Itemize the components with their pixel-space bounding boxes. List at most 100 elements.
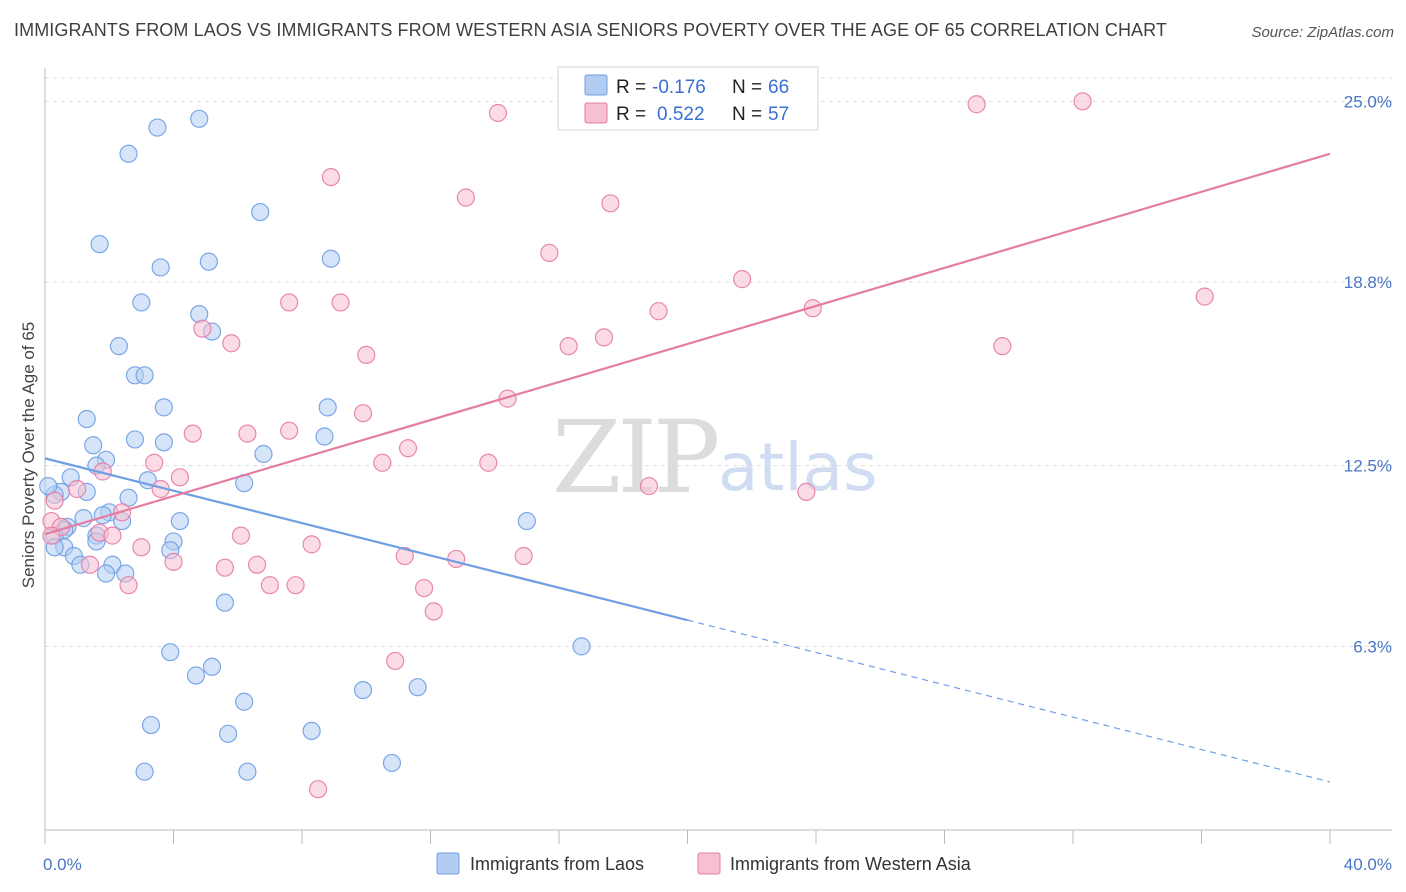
data-point bbox=[353, 404, 373, 423]
data-point bbox=[68, 479, 87, 499]
data-point bbox=[408, 678, 427, 697]
data-point bbox=[154, 433, 173, 452]
data-point bbox=[315, 427, 334, 446]
y-tick-label: 18.8% bbox=[1344, 273, 1392, 292]
data-point bbox=[967, 95, 986, 114]
data-point bbox=[260, 576, 279, 595]
data-point bbox=[135, 762, 154, 781]
data-point bbox=[215, 558, 234, 577]
data-point bbox=[84, 436, 103, 455]
legend-r-label-laos: R = bbox=[616, 77, 646, 98]
data-point bbox=[80, 555, 100, 574]
data-point bbox=[132, 538, 151, 557]
grid-lines bbox=[45, 77, 1392, 647]
data-point bbox=[247, 555, 267, 574]
x-tick-label: 0.0% bbox=[43, 855, 82, 874]
data-point bbox=[649, 302, 668, 321]
data-point bbox=[77, 409, 96, 429]
data-point bbox=[145, 453, 164, 472]
data-point bbox=[302, 535, 321, 554]
data-point bbox=[170, 468, 190, 487]
data-point bbox=[119, 576, 138, 595]
data-point bbox=[154, 398, 173, 417]
data-point bbox=[186, 666, 206, 685]
data-point bbox=[199, 252, 218, 271]
data-point bbox=[321, 168, 341, 187]
data-point bbox=[148, 118, 167, 137]
x-tick-label: 40.0% bbox=[1344, 855, 1392, 874]
trend-line bbox=[44, 457, 688, 622]
data-point bbox=[280, 421, 299, 440]
data-point bbox=[993, 337, 1012, 356]
series-laos bbox=[39, 109, 591, 781]
data-point bbox=[456, 188, 475, 207]
bottom-legend-label-laos: Immigrants from Laos bbox=[470, 854, 644, 874]
y-tick-label: 25.0% bbox=[1344, 92, 1392, 111]
correlation-legend: R = -0.176 N = 66 R = 0.522 N = 57 bbox=[557, 66, 819, 131]
data-point bbox=[353, 680, 373, 700]
data-point bbox=[125, 430, 145, 449]
data-point bbox=[254, 444, 273, 464]
data-point bbox=[280, 293, 299, 312]
y-tick-label: 12.5% bbox=[1344, 457, 1392, 476]
bottom-legend-swatch-western-asia bbox=[697, 852, 721, 875]
data-point bbox=[639, 476, 659, 496]
bottom-legend-swatch-laos bbox=[436, 852, 460, 875]
data-point bbox=[540, 243, 559, 262]
data-point bbox=[222, 334, 241, 353]
data-point bbox=[318, 398, 337, 417]
y-axis-label: Seniors Poverty Over the Age of 65 bbox=[19, 322, 38, 588]
y-tick-label: 6.3% bbox=[1353, 637, 1392, 656]
data-point bbox=[238, 424, 257, 443]
data-point bbox=[331, 293, 350, 312]
data-point bbox=[286, 576, 305, 595]
data-point bbox=[414, 578, 434, 598]
data-point bbox=[238, 762, 257, 781]
data-point bbox=[119, 144, 138, 163]
tick-labels: 6.3% 12.5% 18.8% 25.0% 0.0% 40.0% bbox=[43, 92, 1392, 874]
data-point bbox=[302, 721, 321, 740]
data-point bbox=[797, 482, 816, 501]
data-point bbox=[190, 109, 209, 128]
data-point bbox=[151, 258, 170, 277]
data-point bbox=[395, 546, 414, 566]
data-point bbox=[183, 424, 202, 443]
data-point bbox=[382, 753, 402, 773]
chart-source: Source: ZipAtlas.com bbox=[1251, 24, 1394, 41]
series-legend: Immigrants from Laos Immigrants from Wes… bbox=[436, 852, 972, 875]
trend-line bbox=[44, 152, 1331, 536]
data-point bbox=[572, 637, 591, 656]
data-point bbox=[219, 724, 238, 743]
data-point bbox=[398, 439, 418, 458]
data-point bbox=[559, 337, 578, 356]
data-point bbox=[132, 293, 151, 312]
data-point bbox=[488, 103, 508, 123]
data-point bbox=[514, 546, 533, 566]
legend-n-label-western-asia: N = bbox=[732, 104, 762, 125]
data-point bbox=[231, 526, 251, 545]
axes bbox=[44, 68, 1392, 844]
legend-swatch-laos bbox=[584, 74, 608, 96]
data-point bbox=[1073, 92, 1092, 111]
data-point bbox=[1195, 287, 1214, 306]
chart-title: IMMIGRANTS FROM LAOS VS IMMIGRANTS FROM … bbox=[14, 20, 1168, 40]
data-point bbox=[235, 692, 254, 711]
data-point bbox=[373, 453, 392, 472]
legend-n-value-western-asia: 57 bbox=[768, 104, 789, 125]
data-point bbox=[447, 549, 466, 569]
data-point bbox=[96, 564, 116, 583]
data-point bbox=[733, 270, 752, 289]
data-point bbox=[135, 366, 154, 385]
legend-r-value-laos: -0.176 bbox=[652, 77, 706, 98]
data-point bbox=[202, 657, 222, 676]
bottom-legend-label-western-asia: Immigrants from Western Asia bbox=[730, 854, 972, 874]
data-point bbox=[386, 651, 405, 671]
legend-r-label-western-asia: R = bbox=[616, 104, 646, 125]
data-point bbox=[141, 715, 161, 735]
data-point bbox=[193, 319, 212, 338]
data-point bbox=[215, 593, 234, 612]
data-point bbox=[424, 602, 443, 621]
legend-swatch-western-asia bbox=[584, 102, 608, 124]
data-point bbox=[109, 337, 128, 356]
